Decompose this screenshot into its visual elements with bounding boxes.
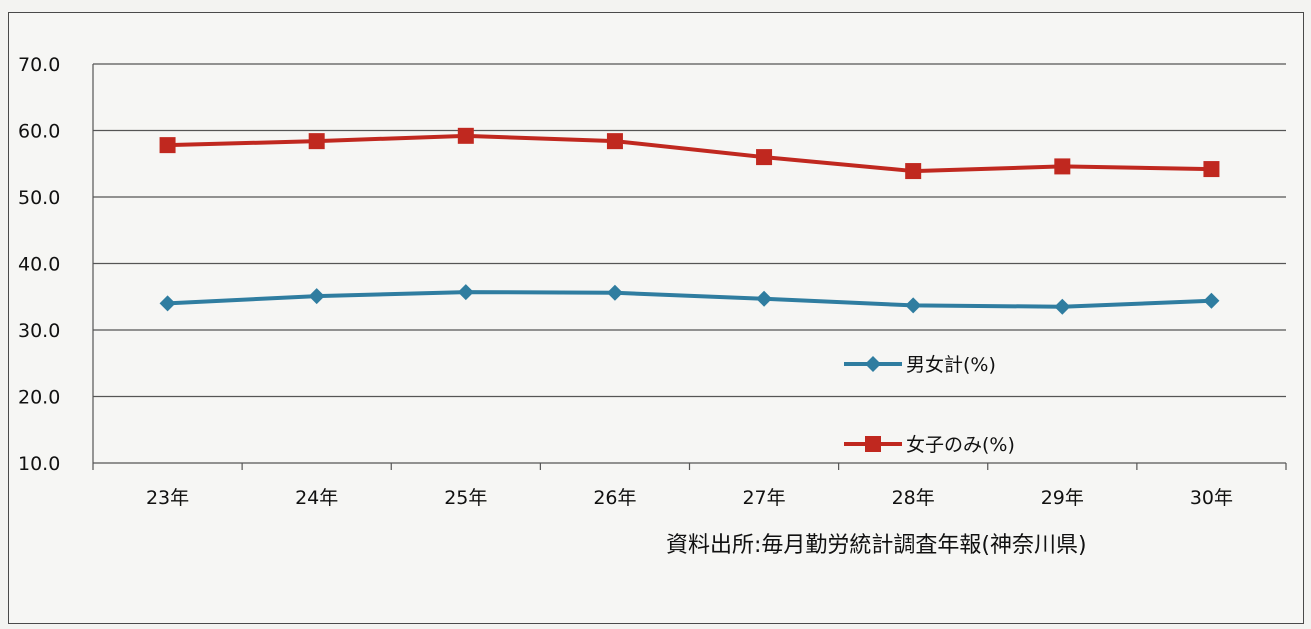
- legend-label-series-2: 女子のみ(%): [906, 434, 1015, 456]
- axes: [92, 64, 1287, 470]
- series-line-1: [167, 290, 1212, 309]
- data-point-series-1: [905, 297, 922, 314]
- x-tick-label: 29年: [1041, 487, 1084, 509]
- legend-marker-series-2: [865, 436, 881, 452]
- data-point-series-2: [1203, 161, 1220, 178]
- data-point-series-2: [606, 133, 623, 150]
- data-point-series-2: [308, 133, 325, 150]
- x-tick-label: 28年: [892, 487, 935, 509]
- legend-item-series-2: 女子のみ(%): [844, 434, 1015, 456]
- y-tick-label: 20.0: [18, 387, 60, 409]
- legend-item-series-1: 男女計(%): [844, 354, 996, 376]
- series-line-2: [167, 133, 1212, 174]
- legend: 男女計(%) 女子のみ(%): [844, 354, 1015, 456]
- data-point-series-2: [159, 137, 176, 154]
- x-tick-label: 23年: [146, 487, 189, 509]
- chart-frame: [8, 12, 1304, 624]
- x-tick-label: 26年: [593, 487, 636, 509]
- x-tick-label: 24年: [295, 487, 338, 509]
- data-point-series-2: [905, 163, 922, 180]
- data-point-series-1: [1203, 292, 1220, 309]
- data-point-series-1: [756, 290, 773, 307]
- y-tick-label: 50.0: [18, 187, 60, 209]
- x-tick-label: 27年: [742, 487, 785, 509]
- y-tick-label: 60.0: [18, 121, 60, 143]
- gridlines: [93, 63, 1286, 464]
- y-tick-label: 70.0: [18, 54, 60, 76]
- data-point-series-1: [606, 284, 623, 301]
- data-point-series-1: [457, 284, 474, 301]
- data-point-series-2: [756, 149, 773, 166]
- y-tick-label: 10.0: [18, 453, 60, 475]
- data-point-series-2: [1054, 158, 1071, 175]
- data-point-series-1: [1054, 298, 1071, 315]
- legend-marker-series-1: [865, 356, 881, 372]
- series: [159, 127, 1220, 315]
- source-annotation: 資料出所:毎月勤労統計調査年報(神奈川県): [666, 533, 1087, 558]
- data-point-series-2: [457, 127, 474, 144]
- y-tick-labels: 70.0 60.0 50.0 40.0 30.0 20.0 10.0: [18, 54, 60, 475]
- data-point-series-1: [159, 295, 176, 312]
- legend-label-series-1: 男女計(%): [906, 354, 996, 376]
- x-tick-labels: 23年 24年 25年 26年 27年 28年 29年 30年: [146, 487, 1233, 509]
- y-tick-label: 30.0: [18, 320, 60, 342]
- data-point-series-1: [308, 288, 325, 305]
- y-tick-label: 40.0: [18, 254, 60, 276]
- x-tick-label: 25年: [444, 487, 487, 509]
- x-tick-label: 30年: [1190, 487, 1233, 509]
